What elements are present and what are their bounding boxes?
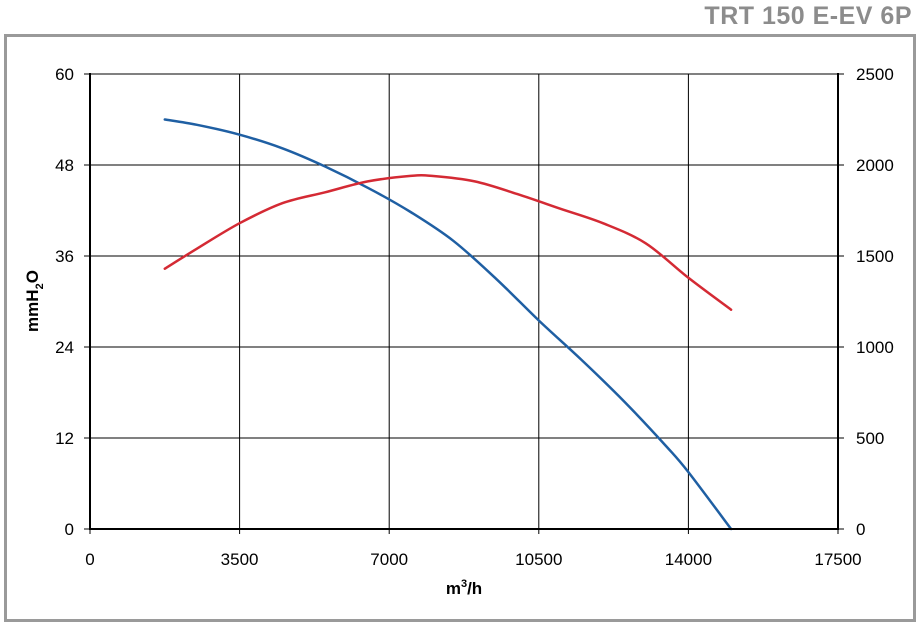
y-left-tick-label: 60 [55,65,74,84]
y-right-tick-label: 1500 [856,247,894,266]
y-right-tick-label: 2500 [856,65,894,84]
y-axis-title: mmH2O [23,270,46,332]
x-axis-title-sup: 3 [461,578,467,590]
y-right-tick-label: 1000 [856,338,894,357]
y-left-tick-label: 0 [65,520,74,539]
x-tick-label: 14000 [665,550,712,569]
right-axis-curve [163,173,733,311]
x-axis-title-base: m [446,579,461,598]
y-right-tick-label: 0 [856,520,865,539]
y-axis-title-base: mmH [23,289,42,332]
y-axis-title-sub: 2 [34,283,46,289]
x-axis-title: m3/h [446,578,482,598]
y-left-tick-label: 12 [55,429,74,448]
x-axis-title-rest: /h [467,579,482,598]
x-tick-label: 10500 [515,550,562,569]
x-tick-label: 0 [85,550,94,569]
series-group [163,118,733,531]
y-right-tick-label: 500 [856,429,884,448]
x-tick-label: 3500 [221,550,259,569]
x-tick-label: 7000 [370,550,408,569]
y-right-tick-label: 2000 [856,156,894,175]
tick-labels: 0 3500 7000 10500 14000 17500 0 12 24 36 48 60 0 500 1… [55,65,894,569]
x-tick-label: 17500 [814,550,861,569]
model-title: TRT 150 E-EV 6P [704,2,912,30]
y-axis-title-rest: O [23,270,42,283]
axes [84,73,844,534]
y-left-tick-label: 24 [55,338,74,357]
y-left-tick-label: 36 [55,247,74,266]
grid-lines [90,73,838,529]
chart-frame [4,34,916,622]
y-left-tick-label: 48 [55,156,74,175]
left-axis-curve [163,118,733,531]
